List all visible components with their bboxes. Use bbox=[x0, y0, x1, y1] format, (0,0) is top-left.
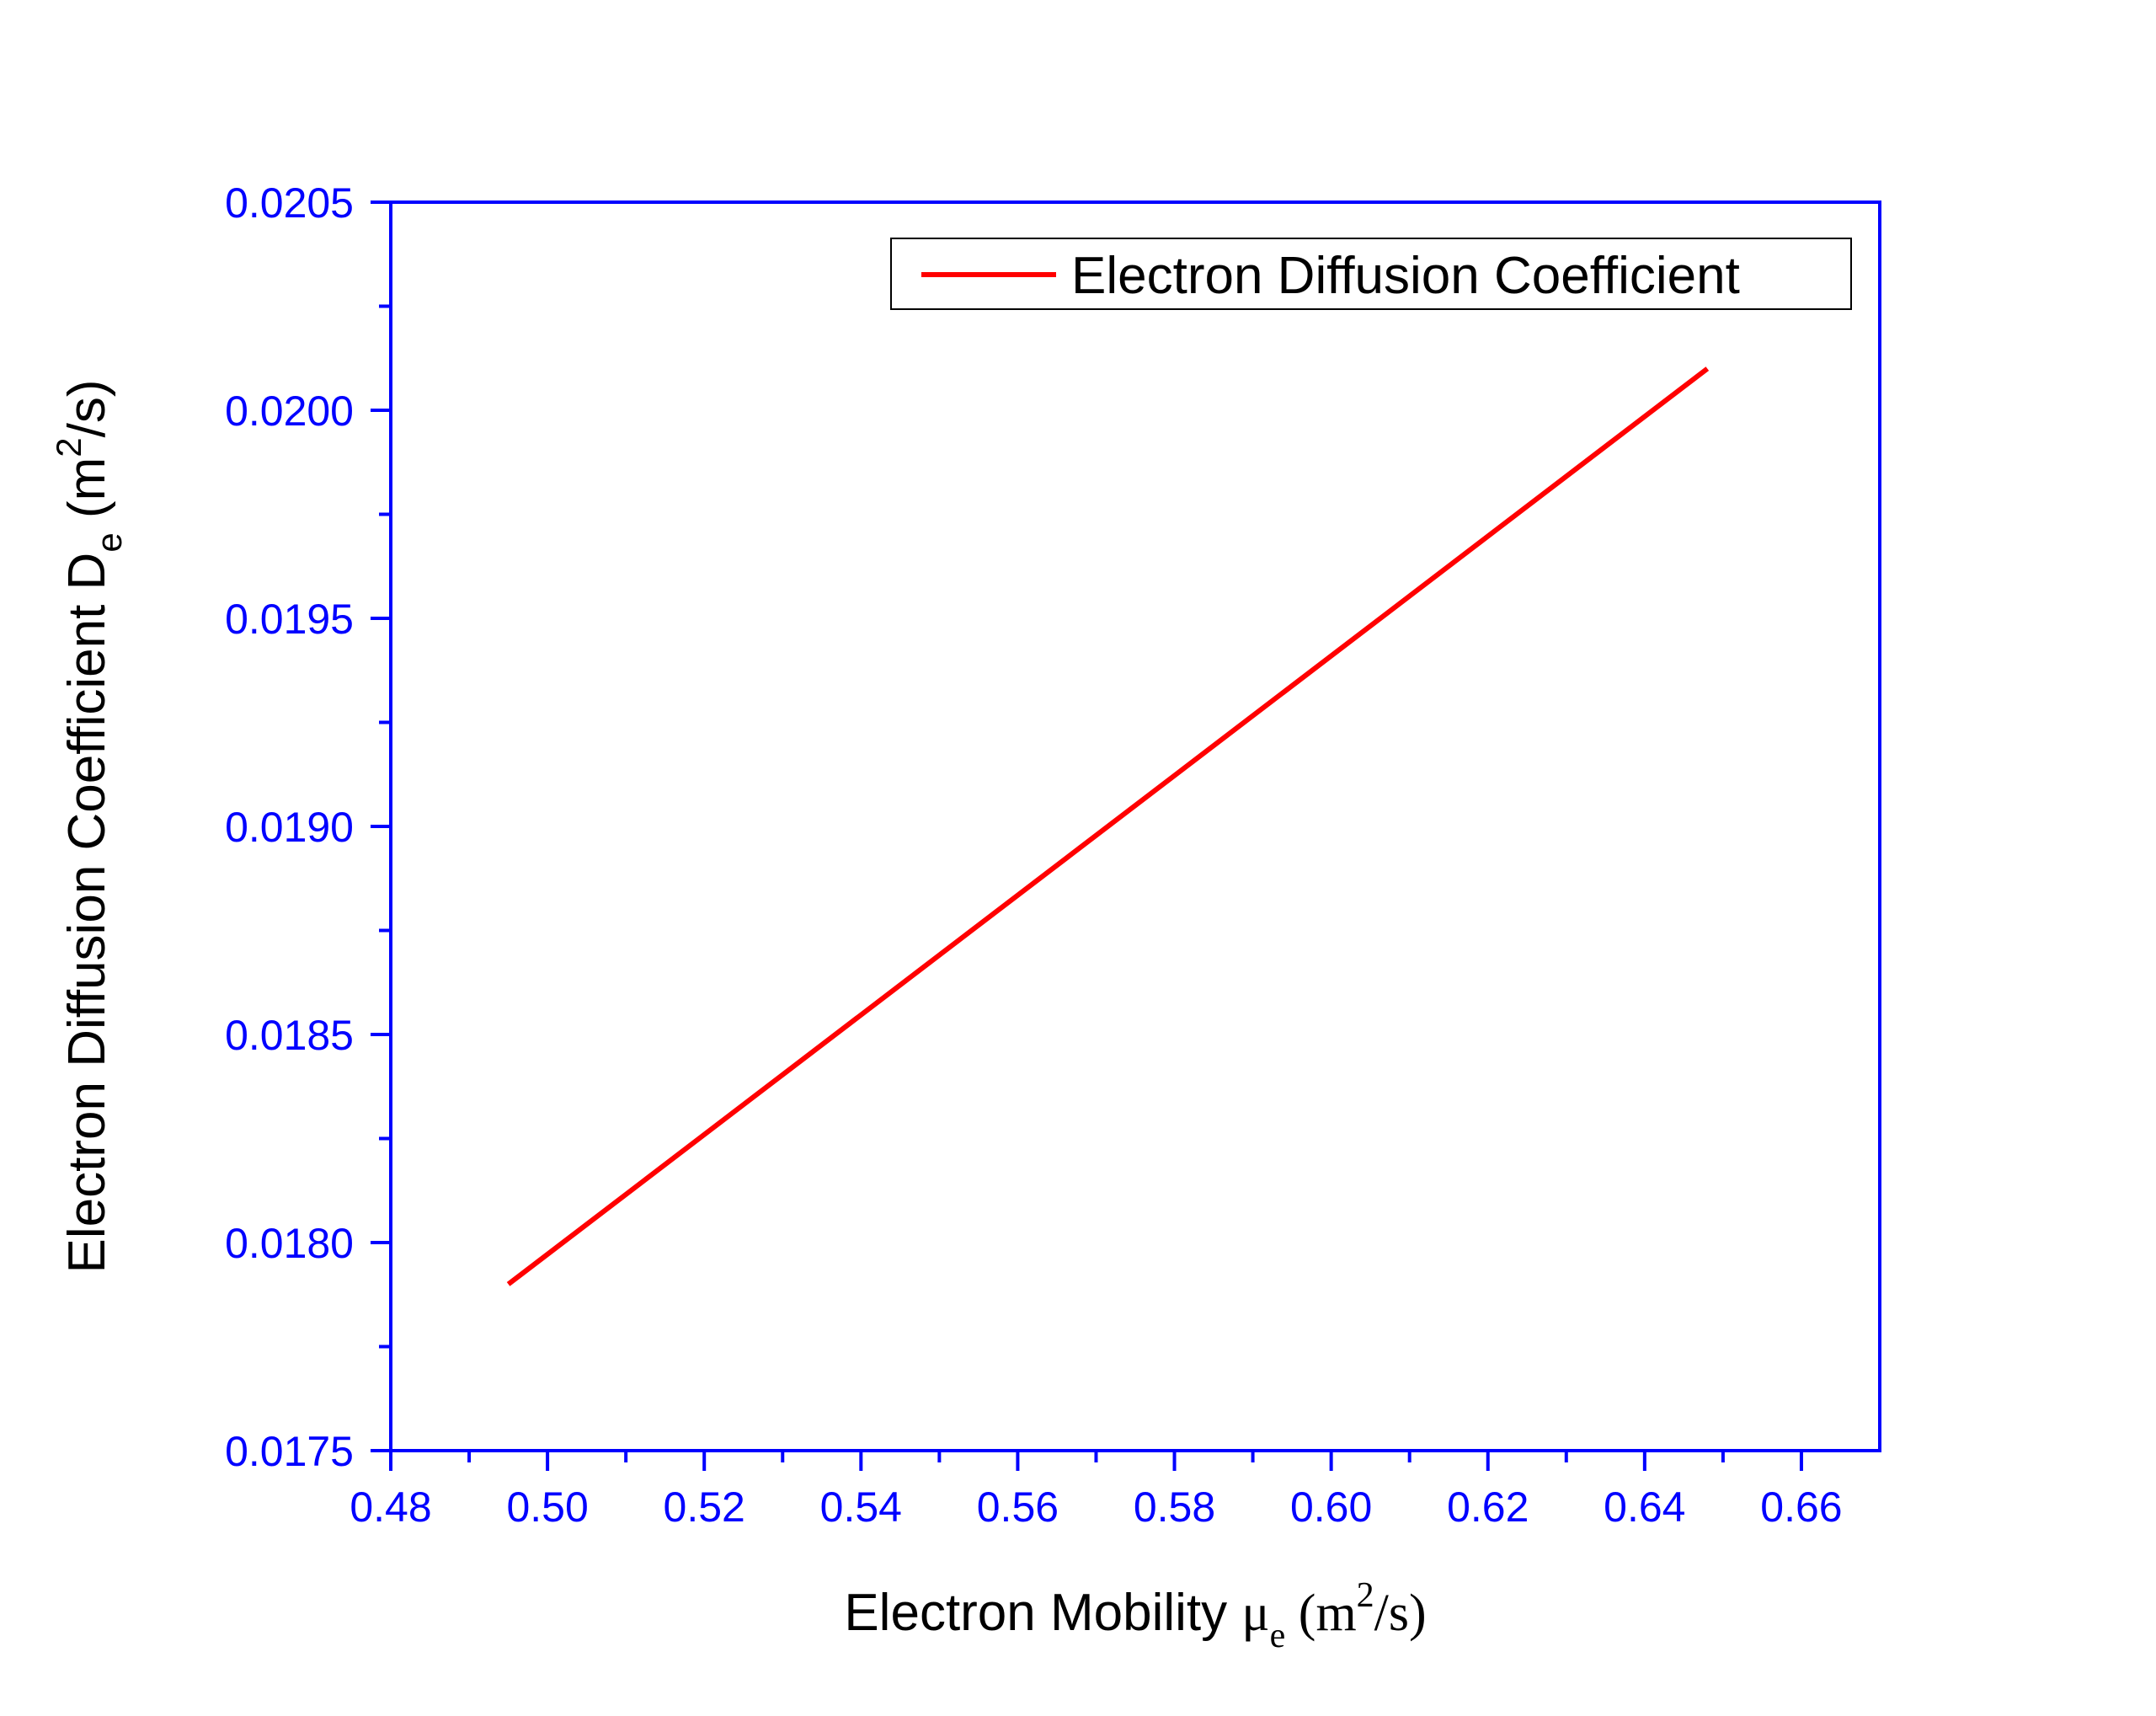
x-tick-label: 0.50 bbox=[506, 1483, 588, 1531]
legend: Electron Diffusion Coefficient bbox=[890, 238, 1852, 310]
legend-label: Electron Diffusion Coefficient bbox=[1071, 247, 1740, 305]
y-tick-label: 0.0205 bbox=[225, 179, 354, 227]
x-tick-label: 0.52 bbox=[664, 1483, 745, 1531]
y-tick-label: 0.0175 bbox=[225, 1428, 354, 1475]
x-tick-label: 0.64 bbox=[1604, 1483, 1685, 1531]
x-tick-label: 0.58 bbox=[1134, 1483, 1215, 1531]
x-axis-title: Electron Mobility μe (m2/s) bbox=[844, 1576, 1426, 1655]
plot-frame bbox=[389, 200, 1881, 1452]
x-tick-label: 0.60 bbox=[1290, 1483, 1372, 1531]
x-tick-label: 0.62 bbox=[1447, 1483, 1529, 1531]
y-tick-label: 0.0180 bbox=[225, 1220, 354, 1267]
y-axis-title: Electron Diffusion Coefficient De (m2/s) bbox=[49, 380, 129, 1274]
x-tick-label: 0.56 bbox=[977, 1483, 1059, 1531]
y-axis-ticks: 0.0175 0.0180 0.0185 0.0190 0.0195 0.0200 0.02… bbox=[225, 179, 391, 1475]
y-tick-label: 0.0195 bbox=[225, 596, 354, 643]
series-line bbox=[506, 366, 1710, 1286]
y-tick-label: 0.0185 bbox=[225, 1012, 354, 1059]
x-axis-ticks: 0.48 0.50 0.52 0.54 0.56 0.58 0.60 0.62 0.64 0.66 bbox=[350, 1451, 1843, 1531]
x-tick-label: 0.54 bbox=[820, 1483, 902, 1531]
y-tick-label: 0.0200 bbox=[225, 388, 354, 435]
series-layer bbox=[506, 366, 1710, 1286]
x-tick-label: 0.66 bbox=[1760, 1483, 1842, 1531]
x-tick-label: 0.48 bbox=[350, 1483, 431, 1531]
y-tick-label: 0.0190 bbox=[225, 804, 354, 851]
